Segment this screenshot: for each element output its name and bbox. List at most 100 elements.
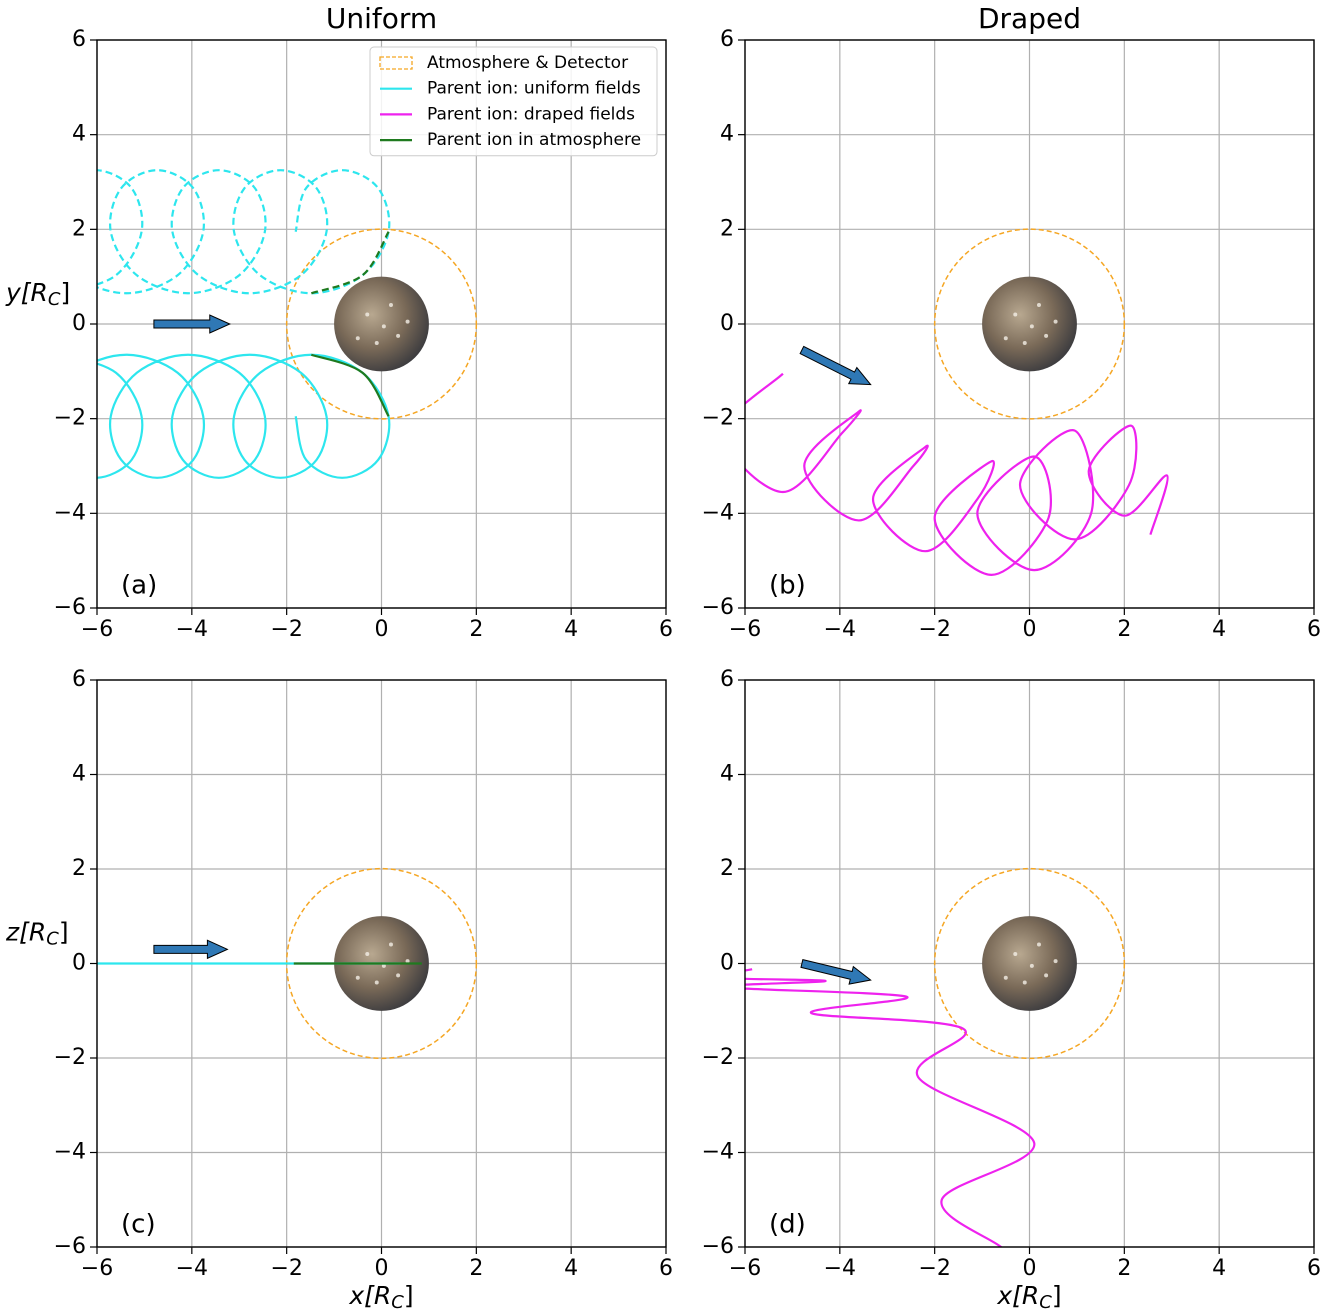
moon-spot: [355, 336, 360, 341]
x-tick-label: −6: [729, 1256, 761, 1281]
xlabel: x[RC]: [996, 1281, 1061, 1313]
atmosphere: [285, 228, 478, 420]
moon-spot: [388, 942, 393, 947]
label-part: ]: [404, 1281, 414, 1310]
panel: −6 −4 −2 0 2 4 6 −6 −4 −2 0 2 4 6 (d) x[RC]: [702, 667, 1321, 1313]
legend-swatch: [379, 56, 413, 70]
trajectory: [97, 353, 391, 479]
y-tick-label: −6: [54, 595, 86, 620]
y-tick-label: 6: [720, 27, 734, 52]
x-tick-label: −2: [270, 1256, 302, 1281]
moon-spot: [374, 340, 379, 345]
legend-box: [369, 46, 658, 157]
moon-spot: [365, 952, 370, 957]
x-tick-label: −4: [176, 617, 208, 642]
moon-spot: [1022, 980, 1027, 985]
y-tick-label: −6: [54, 1234, 86, 1259]
panel-title: Uniform: [326, 2, 437, 35]
xlabel: x[RC]: [348, 1281, 413, 1313]
x-tick-label: 0: [375, 617, 389, 642]
trajectory: [310, 231, 390, 295]
moon-spot: [365, 312, 370, 317]
legend-label: Parent ion: draped fields: [427, 104, 635, 124]
x-tick-label: 2: [469, 1256, 483, 1281]
x-tick-label: 6: [659, 1256, 673, 1281]
moon-spot: [405, 959, 410, 964]
x-tick-label: 4: [1212, 1256, 1226, 1281]
label-part: z[R: [5, 918, 46, 947]
moon-spot: [381, 324, 386, 329]
x-tick-label: 4: [564, 1256, 578, 1281]
axes-frame: [96, 679, 667, 1248]
y-tick-label: 4: [720, 762, 734, 787]
ylabel: y[RC]: [5, 278, 70, 310]
x-tick-label: 0: [1023, 1256, 1037, 1281]
y-tick-label: −4: [54, 1140, 86, 1165]
y-tick-label: 2: [72, 856, 86, 881]
label-subscript: C: [48, 289, 61, 310]
moon-spot: [1053, 319, 1058, 324]
x-tick-label: −6: [729, 617, 761, 642]
y-tick-label: 0: [720, 951, 734, 976]
y-tick-label: 4: [720, 122, 734, 147]
moon-spot: [1029, 324, 1034, 329]
moon-spot: [405, 319, 410, 324]
trajectory: [97, 169, 391, 295]
moon-spot: [1013, 312, 1018, 317]
moon-spot: [1036, 942, 1041, 947]
label-part: ]: [61, 278, 71, 307]
legend-label: Atmosphere & Detector: [427, 53, 628, 73]
label-part: x[R: [996, 1281, 1039, 1310]
x-tick-label: 2: [1117, 1256, 1131, 1281]
moon: [982, 276, 1077, 372]
panel-label: (b): [769, 571, 806, 601]
flow-arrow: [800, 959, 872, 985]
moon-spot: [1036, 303, 1041, 308]
moon: [334, 276, 429, 372]
x-tick-label: −2: [270, 617, 302, 642]
axes-frame: [96, 39, 667, 609]
y-tick-label: 6: [720, 667, 734, 692]
moon-spot: [1044, 973, 1049, 978]
label-part: x[R: [348, 1281, 391, 1310]
y-tick-label: −4: [702, 500, 734, 525]
label-subscript: C: [1039, 1292, 1052, 1313]
x-tick-label: −4: [824, 617, 856, 642]
moon-spot: [396, 333, 401, 338]
panel: −6 −4 −2 0 2 4 6 −6 −4 −2 0 2 4 6 Draped (b): [702, 2, 1321, 642]
moon-spot: [1044, 333, 1049, 338]
label-subscript: C: [46, 929, 59, 950]
panel-label: (a): [121, 571, 157, 601]
moon-spot: [374, 980, 379, 985]
x-tick-label: 4: [1212, 617, 1226, 642]
axes-frame: [744, 679, 1315, 1248]
x-tick-label: −4: [824, 1256, 856, 1281]
x-tick-label: −2: [918, 617, 950, 642]
moon: [982, 916, 1077, 1011]
x-tick-label: −4: [176, 1256, 208, 1281]
moon-spot: [381, 963, 386, 968]
y-tick-label: −4: [702, 1140, 734, 1165]
y-tick-label: 4: [72, 122, 86, 147]
y-tick-label: 0: [72, 951, 86, 976]
y-tick-label: −6: [702, 595, 734, 620]
flow-arrow: [153, 314, 231, 334]
moon-spot: [1022, 340, 1027, 345]
x-tick-label: 6: [1307, 1256, 1321, 1281]
axes-frame: [744, 39, 1315, 609]
y-tick-label: −2: [54, 1045, 86, 1070]
atmosphere: [933, 867, 1126, 1060]
flow-arrow: [153, 939, 229, 960]
moon-spot: [1053, 959, 1058, 964]
moon-spot: [396, 973, 401, 978]
x-tick-label: −6: [81, 1256, 113, 1281]
y-tick-label: 2: [720, 216, 734, 241]
panel-title: Draped: [978, 2, 1081, 35]
x-tick-label: −2: [918, 1256, 950, 1281]
moon-spot: [1013, 952, 1018, 957]
x-tick-label: 6: [659, 617, 673, 642]
panel: −6 −4 −2 0 2 4 6 −6 −4 −2 0 2 4 6 Uniform (a) y[RC] Atmos…: [5, 2, 673, 642]
ylabel: z[RC]: [5, 918, 69, 950]
